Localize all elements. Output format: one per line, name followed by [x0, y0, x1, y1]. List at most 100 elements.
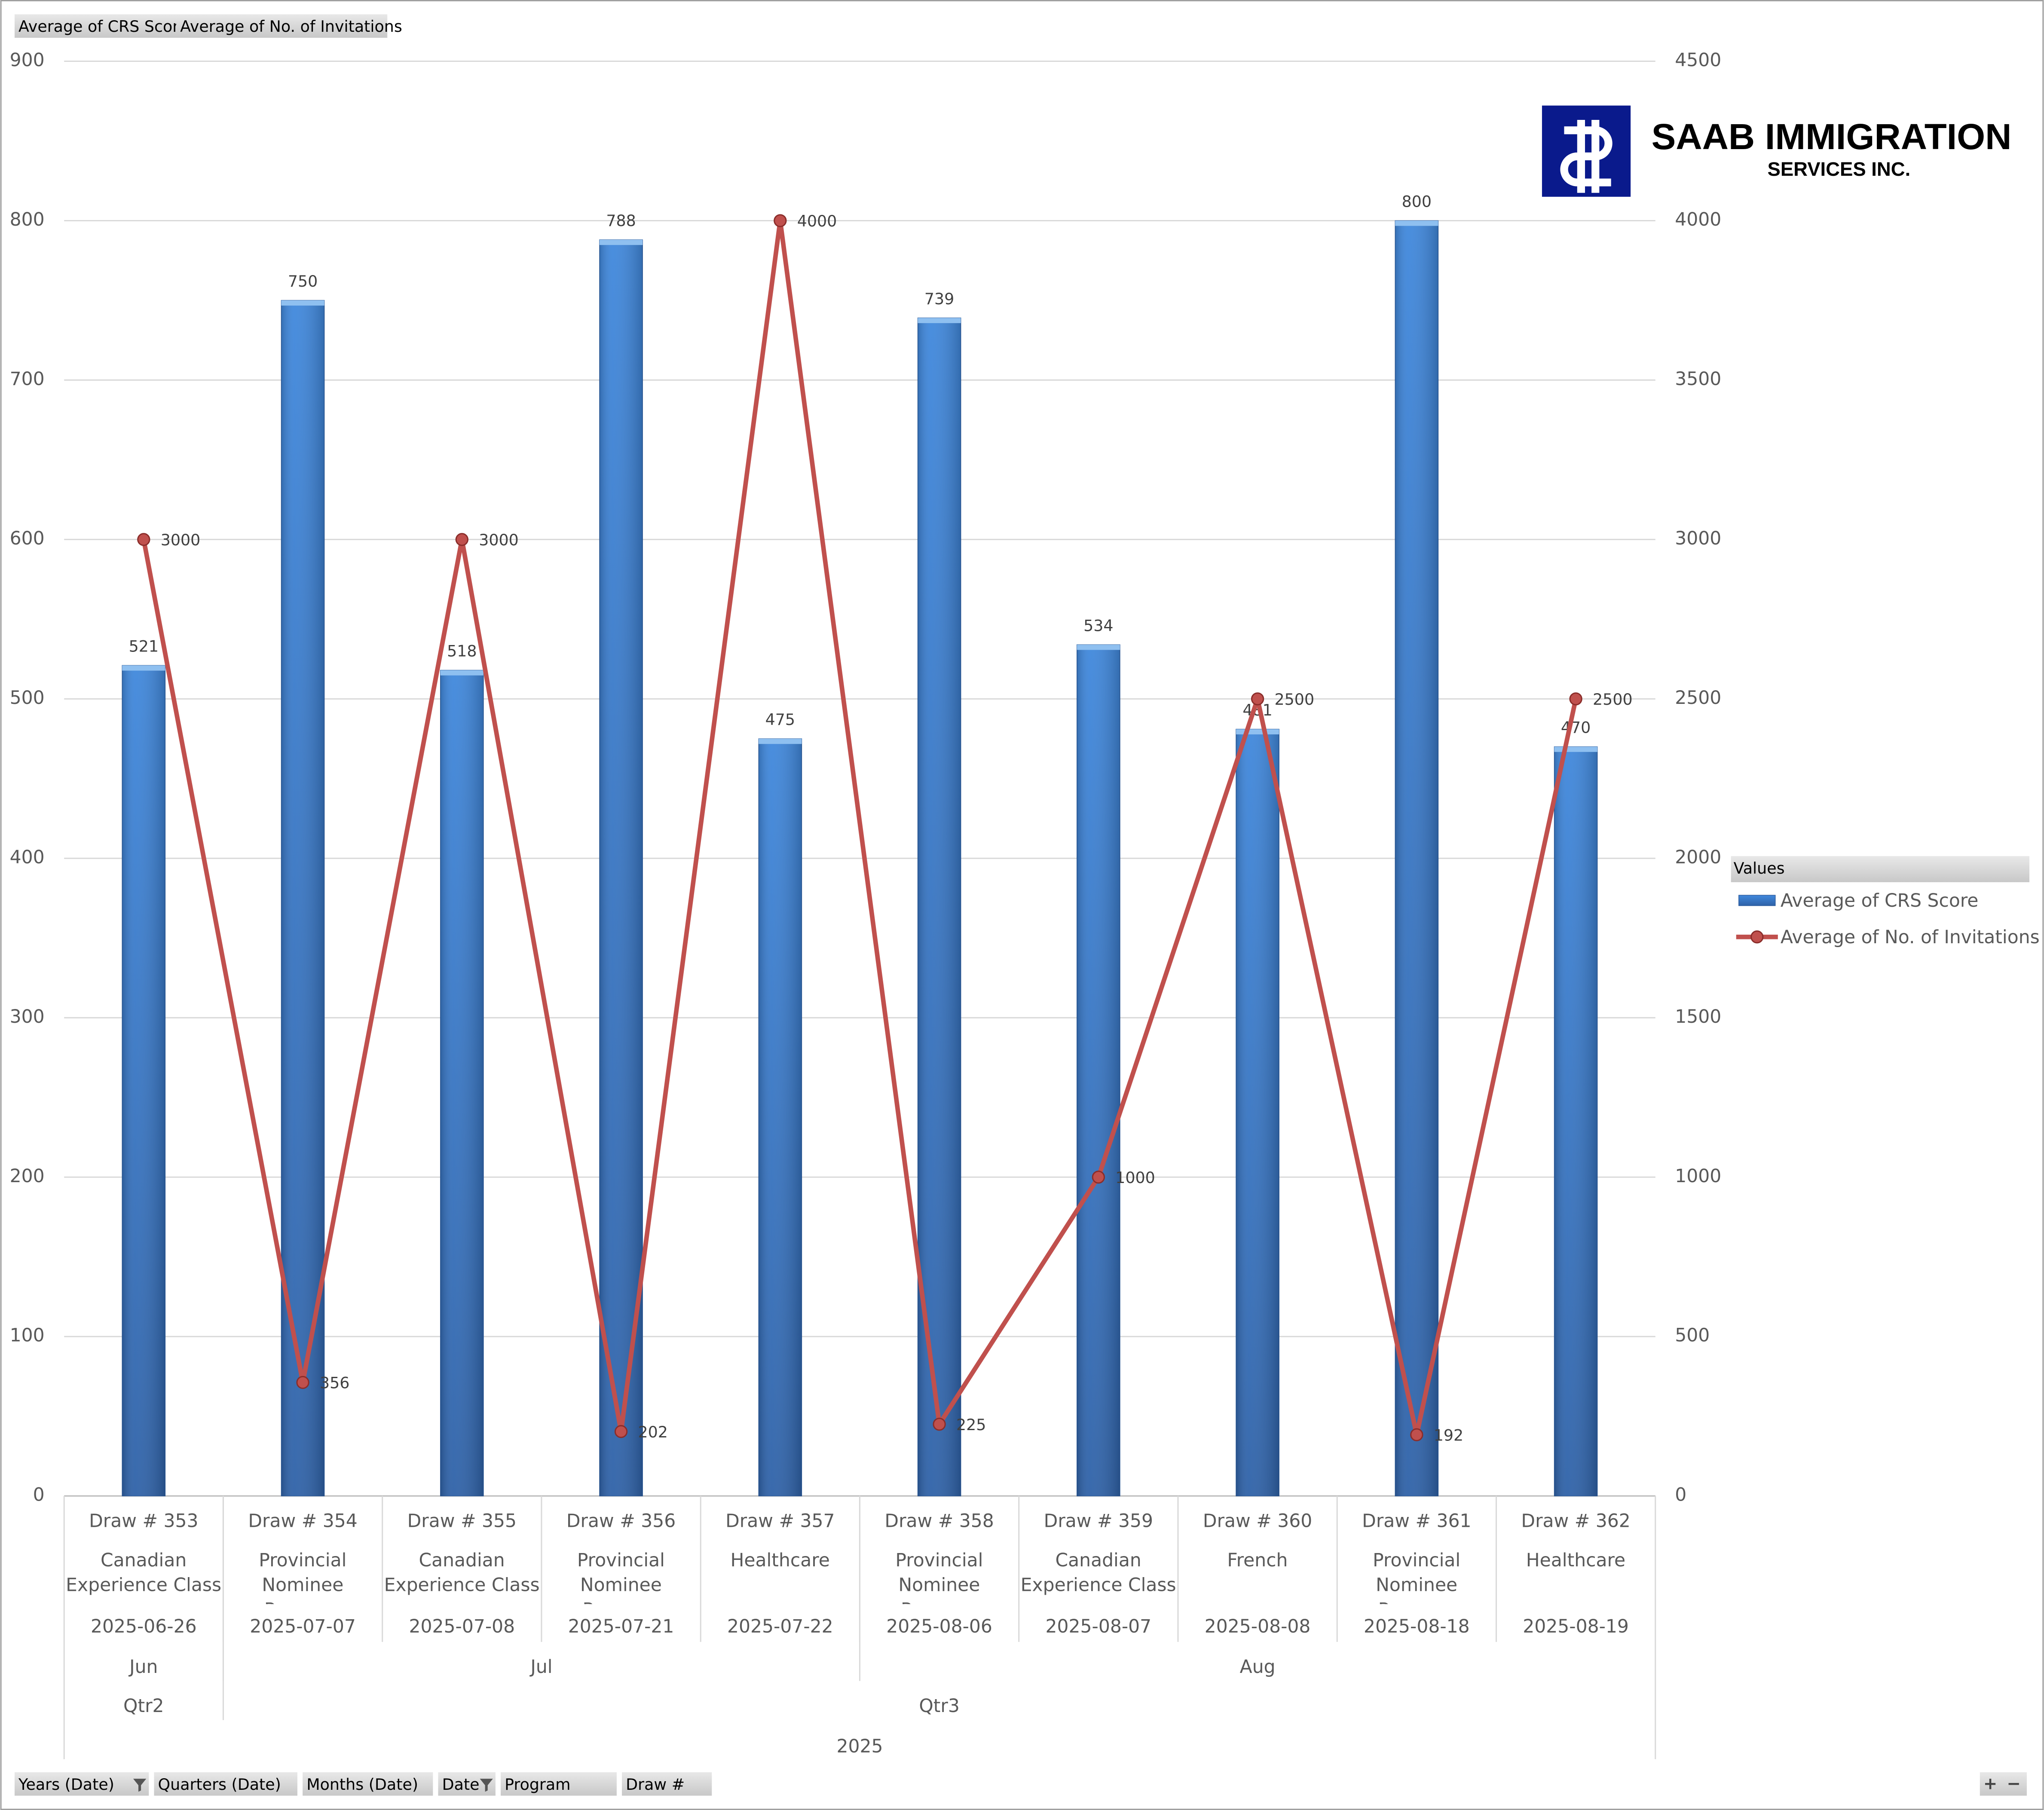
y-tick-label: 500	[10, 688, 45, 709]
field-button-label: Average of No. of Invitations	[180, 17, 402, 36]
date-label: 2025-08-08	[1205, 1616, 1311, 1637]
field-button	[303, 1772, 433, 1796]
legend-swatch	[1738, 895, 1776, 906]
bar-cap	[759, 739, 802, 744]
logo: SAAB IMMIGRATION SERVICES INC.	[1542, 105, 2012, 197]
date-label: 2025-07-22	[727, 1616, 833, 1637]
y2-tick-label: 4500	[1675, 50, 1721, 71]
date-label: 2025-07-07	[250, 1616, 356, 1637]
date-label: 2025-07-21	[568, 1616, 674, 1637]
program-cell: Healthcare	[730, 1551, 829, 1572]
field-button-label: Program	[505, 1775, 570, 1794]
bar-value-label: 750	[288, 272, 318, 290]
bar-value-label: 788	[606, 211, 636, 230]
program-cell: Canadian Experience Class	[384, 1550, 540, 1596]
bar-shade	[440, 670, 483, 1496]
bar-cap	[122, 665, 165, 671]
program-label: Canadian Experience Class	[66, 1550, 222, 1596]
bar-value-label: 534	[1083, 616, 1113, 635]
bar-cap	[1077, 645, 1120, 650]
field-button	[176, 14, 388, 38]
date-label: 2025-06-26	[91, 1616, 197, 1637]
bar-shade	[1554, 746, 1597, 1496]
line-value-label: 1000	[1115, 1168, 1155, 1187]
y-tick-label: 700	[10, 369, 45, 390]
y2-tick-label: 3000	[1675, 528, 1721, 549]
line-marker	[455, 533, 468, 546]
program-label: Provincial Nominee Program	[259, 1550, 347, 1604]
program-cell: Provincial Nominee Program	[259, 1550, 347, 1604]
category-label: Draw # 360	[1203, 1510, 1312, 1532]
y-tick-label: 300	[10, 1006, 45, 1027]
line-marker	[296, 1376, 309, 1389]
program-label: Canadian Experience Class	[384, 1550, 540, 1596]
line-marker	[774, 214, 787, 227]
field-button	[14, 14, 176, 38]
line-value-label: 2500	[1275, 690, 1315, 709]
y-tick-label: 0	[33, 1485, 45, 1506]
logo-symbol	[1560, 119, 1613, 193]
line-marker	[1410, 1428, 1423, 1441]
y-tick-label: 800	[10, 209, 45, 230]
y-tick-label: 200	[10, 1166, 45, 1187]
program-cell: Provincial Nominee Program	[895, 1550, 983, 1604]
logo-line2: SERVICES INC.	[1768, 158, 1911, 180]
y2-tick-label: 500	[1675, 1325, 1710, 1346]
category-label: Draw # 361	[1362, 1510, 1471, 1532]
program-label: Healthcare	[1526, 1550, 1626, 1572]
program-label: Canadian Experience Class	[1020, 1550, 1176, 1596]
bar-shade	[1077, 645, 1120, 1496]
category-label: Draw # 359	[1044, 1510, 1153, 1532]
y2-tick-label: 1500	[1675, 1006, 1721, 1027]
bar-value-label: 475	[765, 710, 795, 729]
field-button-label: Months (Date)	[306, 1775, 418, 1794]
bar-shade	[1236, 729, 1279, 1496]
bar-shade	[281, 300, 324, 1496]
months-label: Jul	[529, 1657, 552, 1678]
bar-shade	[600, 240, 643, 1496]
field-button-label: Years (Date)	[18, 1775, 114, 1794]
legend-label: Average of CRS Score	[1781, 890, 1979, 911]
field-button	[501, 1772, 617, 1796]
legend-header	[1731, 856, 2030, 882]
y-tick-label: 900	[10, 50, 45, 71]
line-value-label: 202	[638, 1423, 668, 1441]
date-label: 2025-08-06	[886, 1616, 992, 1637]
program-label: Provincial Nominee Program	[895, 1550, 983, 1604]
date-label: 2025-08-07	[1046, 1616, 1152, 1637]
category-label: Draw # 358	[884, 1510, 994, 1532]
months-label: Aug	[1240, 1657, 1276, 1678]
legend-title: Values	[1734, 859, 1785, 877]
bar-cap	[918, 318, 961, 323]
y2-tick-label: 4000	[1675, 209, 1721, 230]
line-value-label: 4000	[797, 212, 837, 230]
line-marker	[1092, 1171, 1105, 1184]
bar-shade	[759, 739, 802, 1496]
y2-tick-label: 0	[1675, 1485, 1686, 1506]
field-button-label: Date	[442, 1775, 480, 1794]
program-label: French	[1227, 1550, 1288, 1572]
date-label: 2025-07-08	[409, 1616, 515, 1637]
field-button-label: Draw #	[626, 1775, 685, 1794]
line-marker	[933, 1418, 946, 1431]
field-button	[622, 1772, 712, 1796]
logo-line1: SAAB IMMIGRATION	[1652, 116, 2012, 157]
bar-shade	[122, 665, 165, 1496]
months-label: Jun	[128, 1657, 158, 1678]
y2-tick-label: 3500	[1675, 369, 1721, 390]
bar-value-label: 518	[447, 642, 477, 660]
program-cell: Canadian Experience Class	[1020, 1550, 1176, 1596]
line-value-label: 225	[956, 1416, 986, 1434]
program-label: Provincial Nominee Program	[1373, 1550, 1461, 1604]
bar-value-label: 470	[1561, 718, 1591, 737]
program-cell: Canadian Experience Class	[66, 1550, 222, 1596]
line-value-label: 3000	[161, 531, 201, 549]
field-button	[154, 1772, 297, 1796]
line-value-label: 3000	[479, 531, 519, 549]
bar-value-label: 521	[129, 637, 159, 656]
line-value-label: 192	[1434, 1426, 1463, 1444]
dropdown-icon	[133, 1779, 147, 1792]
